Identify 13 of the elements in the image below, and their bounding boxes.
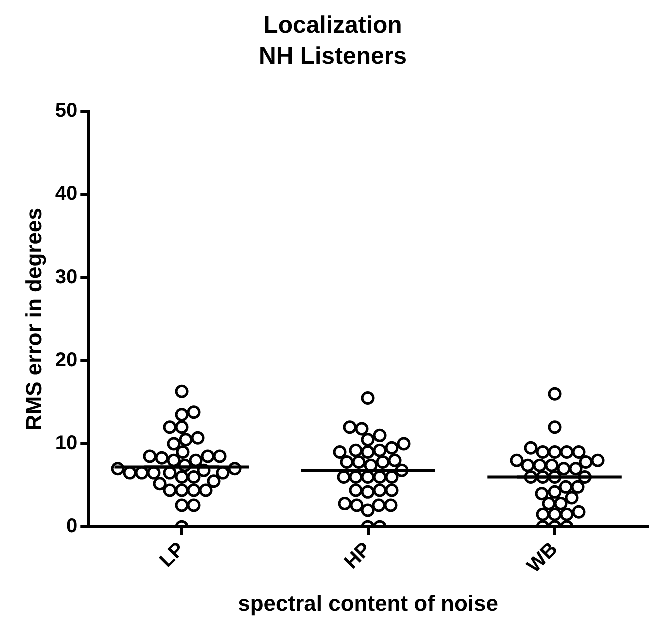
y-axis-title: RMS error in degrees bbox=[21, 208, 46, 431]
y-tick-label: 30 bbox=[55, 266, 78, 288]
x-tick-label: WB bbox=[523, 538, 562, 578]
y-tick-label: 10 bbox=[55, 432, 78, 454]
y-tick-label: 0 bbox=[66, 516, 78, 538]
chart-title: Localization bbox=[264, 12, 402, 40]
x-axis-title: spectral content of noise bbox=[238, 590, 499, 616]
x-tick-label: LP bbox=[156, 538, 190, 572]
y-tick-label: 40 bbox=[55, 183, 78, 206]
x-tick-label: HP bbox=[340, 538, 376, 574]
chart-subtitle: NH Listeners bbox=[258, 42, 408, 70]
y-tick-label: 50 bbox=[55, 100, 78, 122]
y-tick-label: 20 bbox=[55, 349, 78, 372]
